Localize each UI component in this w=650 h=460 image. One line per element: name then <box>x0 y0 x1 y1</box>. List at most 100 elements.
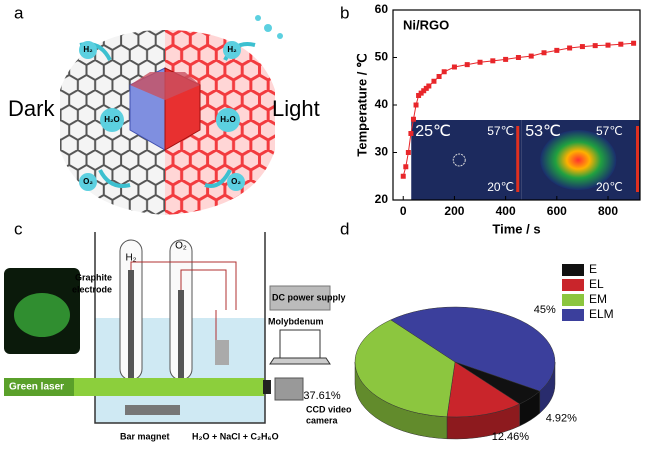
point <box>413 102 419 108</box>
x-tick-label: 0 <box>400 204 407 218</box>
inset-label: 57℃ <box>596 124 623 138</box>
arrow <box>204 169 232 188</box>
solution-label: H₂O + NaCl + C₂H₆O <box>192 431 279 441</box>
bubble <box>277 33 283 39</box>
camera-label: camera <box>306 415 339 425</box>
legend-swatch <box>562 264 584 276</box>
point <box>451 64 457 70</box>
graphite-label: Graphite <box>75 272 112 282</box>
magnet-label: Bar magnet <box>120 431 170 441</box>
point <box>579 44 585 50</box>
inset-label: 57℃ <box>487 124 514 138</box>
point <box>436 74 442 79</box>
point <box>464 62 470 68</box>
panel-label: d <box>340 219 349 238</box>
graphite-label: electrode <box>72 284 112 294</box>
bubble <box>264 24 272 32</box>
legend-swatch <box>562 279 584 291</box>
legend-label: ELM <box>589 307 614 321</box>
ccd-camera <box>274 377 304 401</box>
point <box>618 41 624 47</box>
dark-label: Dark <box>8 96 55 121</box>
point <box>592 43 598 49</box>
bubble <box>255 15 261 21</box>
y-tick-label: 60 <box>375 2 389 16</box>
y-tick-label: 50 <box>375 50 389 64</box>
dc-label: DC power supply <box>272 292 346 302</box>
x-tick-label: 400 <box>496 204 516 218</box>
diagram-c: H₂ O₂ Graphite electrode DC power supply… <box>4 232 352 441</box>
photo-glow <box>14 293 70 337</box>
molecule <box>79 173 97 191</box>
camera-label: CCD video <box>306 404 352 414</box>
pie-slice <box>354 319 456 418</box>
point <box>431 78 437 84</box>
inset-label: 20℃ <box>487 180 514 194</box>
molybdenum-electrode <box>215 340 229 365</box>
molybdenum-label: Molybdenum <box>268 316 324 326</box>
window <box>263 380 271 394</box>
point <box>410 116 416 122</box>
point <box>423 85 429 91</box>
molecule-label: H₂O <box>220 115 236 124</box>
y-axis-label: Temperature / ℃ <box>354 53 369 156</box>
point <box>405 150 411 155</box>
molecule-label: H₂ <box>83 45 93 54</box>
electrode <box>178 290 184 380</box>
inset-label: 25℃ <box>415 123 451 140</box>
data-label: 37.61% <box>303 390 341 402</box>
legend-swatch <box>562 309 584 321</box>
scale-bar <box>636 126 639 192</box>
molecule <box>100 108 124 132</box>
molecule-label: H₂O <box>104 115 120 124</box>
legend-label: EL <box>589 277 604 291</box>
x-axis-label: Time / s <box>492 221 540 236</box>
chart-title: Ni/RGO <box>403 17 449 32</box>
point <box>541 50 547 56</box>
y-tick-label: 30 <box>375 145 389 159</box>
laser-label: Green laser <box>9 382 64 393</box>
point <box>441 69 447 75</box>
data-label: 12.46% <box>492 431 530 443</box>
cold-spot <box>452 153 466 167</box>
molecule <box>216 108 240 132</box>
legend-swatch <box>562 294 584 306</box>
x-tick-label: 800 <box>598 204 618 218</box>
dc-power-supply <box>269 285 331 311</box>
point <box>554 47 560 53</box>
particle-top <box>130 72 200 100</box>
pie-slice <box>390 306 556 392</box>
molecule-label: O₂ <box>83 177 93 186</box>
molecule-label: O₂ <box>231 177 241 186</box>
point <box>528 53 534 59</box>
scale-bar <box>516 126 520 192</box>
o2-label: O₂ <box>175 241 187 252</box>
point <box>408 131 414 136</box>
point <box>605 42 611 48</box>
point <box>400 173 406 179</box>
inset-dark <box>411 120 522 200</box>
h2-label: H₂ <box>125 253 136 264</box>
light-label: Light <box>272 96 320 121</box>
molecule <box>227 173 245 191</box>
molecule-label: H₂ <box>227 45 237 54</box>
point <box>503 56 509 62</box>
arrow <box>98 169 131 188</box>
hot-spot <box>540 130 617 190</box>
tank <box>94 232 266 424</box>
panel-label: a <box>14 3 24 22</box>
x-tick-label: 200 <box>444 204 464 218</box>
inset-label: 20℃ <box>596 180 623 194</box>
laptop <box>279 329 321 359</box>
point <box>421 88 427 94</box>
laser <box>4 378 74 396</box>
legend-label: E <box>589 262 597 276</box>
x-tick-label: 600 <box>547 204 567 218</box>
electrode <box>128 270 134 380</box>
laptop-base <box>269 357 331 365</box>
point <box>418 90 424 96</box>
point <box>426 83 432 89</box>
point <box>515 55 521 60</box>
molecule <box>223 41 241 59</box>
point <box>477 59 483 65</box>
